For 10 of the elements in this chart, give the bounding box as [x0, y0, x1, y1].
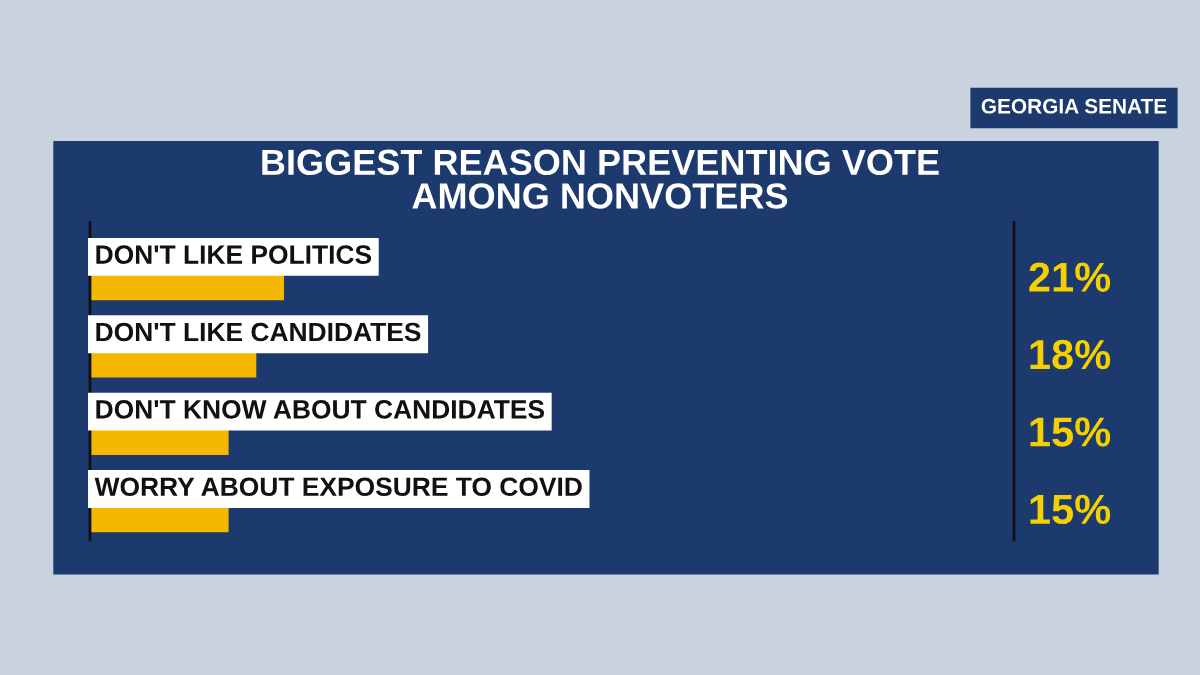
y-tick-label: DON'T LIKE CANDIDATES: [96, 322, 421, 342]
y-tick-label: WORRY ABOUT EXPOSURE TO COVID: [94, 477, 582, 497]
chart-title: BIGGEST REASON PREVENTING VOTE AMONG NONVOTERS: [262, 149, 939, 209]
y-tick-label: DON'T LIKE POLITICS: [96, 245, 372, 264]
text: GEORGIA SENATE: [981, 98, 1167, 114]
data-label: 15%: [1030, 417, 1111, 447]
data-label: 21%: [1029, 262, 1111, 292]
data-label: 15%: [1030, 494, 1111, 525]
data-label: 18%: [1030, 339, 1111, 370]
y-tick-label: DON'T KNOW ABOUT CANDIDATES: [96, 400, 545, 419]
